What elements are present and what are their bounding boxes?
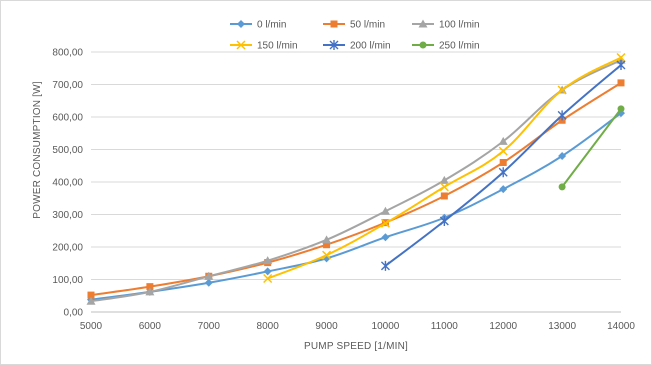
- data-point: [499, 185, 508, 194]
- data-point: [418, 19, 428, 28]
- x-tick-label: 14000: [607, 321, 635, 332]
- x-axis-title: PUMP SPEED [1/MIN]: [304, 341, 408, 352]
- x-tick-label: 7000: [198, 321, 221, 332]
- data-point: [329, 40, 339, 50]
- y-tick-label: 300,00: [52, 210, 83, 221]
- data-point: [145, 287, 155, 296]
- x-tick-label: 13000: [548, 321, 576, 332]
- legend-label: 150 l/min: [257, 41, 298, 52]
- data-point: [557, 85, 567, 95]
- series-2: [86, 55, 626, 305]
- legend-label: 200 l/min: [350, 41, 391, 52]
- legend-item: 250 l/min: [412, 41, 480, 52]
- data-point: [380, 260, 390, 271]
- series-5: [558, 105, 625, 191]
- axes: 0,00 100,00 200,00 300,00 400,00 500,00 600,00…: [52, 48, 635, 333]
- legend-item: 0 l/min: [230, 20, 286, 31]
- gridlines: [91, 51, 621, 280]
- data-point: [498, 167, 508, 178]
- data-point: [146, 283, 154, 291]
- legend-item: 100 l/min: [412, 19, 480, 31]
- y-tick-label: 100,00: [52, 275, 83, 286]
- y-tick-label: 500,00: [52, 145, 83, 156]
- data-point: [263, 267, 272, 276]
- data-point: [204, 278, 213, 287]
- x-tick-label: 6000: [139, 321, 162, 332]
- data-point: [616, 52, 626, 63]
- y-tick-label: 200,00: [52, 243, 83, 254]
- y-tick-label: 0,00: [64, 308, 84, 319]
- series-line: [561, 108, 622, 188]
- data-point: [498, 136, 508, 145]
- data-point: [237, 20, 245, 28]
- legend-label: 50 l/min: [350, 20, 385, 31]
- data-point: [204, 271, 214, 280]
- x-tick-label: 5000: [80, 321, 103, 332]
- data-point: [323, 241, 331, 249]
- legend-label: 100 l/min: [439, 20, 480, 31]
- legend-label: 0 l/min: [257, 20, 286, 31]
- legend: 0 l/min 50 l/min 100 l/min 150 l/min 200 l/m…: [230, 19, 480, 52]
- data-point: [617, 105, 625, 113]
- x-tick-label: 11000: [431, 321, 459, 332]
- data-point: [330, 20, 338, 28]
- x-tick-label: 12000: [489, 321, 517, 332]
- data-point: [498, 146, 508, 156]
- series-3: [263, 52, 626, 284]
- data-point: [86, 296, 96, 305]
- data-point: [439, 175, 449, 184]
- data-point: [439, 182, 449, 192]
- series-line: [90, 59, 622, 303]
- data-point: [419, 41, 427, 49]
- data-point: [499, 159, 507, 166]
- series-4: [380, 60, 626, 271]
- series-lines: [86, 52, 626, 305]
- y-tick-label: 700,00: [52, 80, 83, 91]
- data-point: [87, 291, 95, 299]
- x-tick-label: 9000: [315, 321, 338, 332]
- series-line: [90, 112, 622, 301]
- legend-item: 150 l/min: [230, 40, 298, 52]
- y-tick-label: 600,00: [52, 113, 83, 124]
- data-point: [558, 183, 566, 191]
- y-tick-label: 400,00: [52, 178, 83, 189]
- data-point: [616, 55, 626, 64]
- y-tick-label: 800,00: [52, 48, 83, 59]
- data-point: [616, 60, 626, 70]
- data-point: [263, 256, 273, 265]
- legend-label: 250 l/min: [439, 41, 480, 52]
- legend-item: 200 l/min: [323, 40, 391, 52]
- data-point: [440, 192, 448, 200]
- data-point: [263, 273, 273, 284]
- data-point: [617, 79, 625, 87]
- data-point: [322, 235, 332, 244]
- x-tick-label: 8000: [257, 321, 280, 332]
- data-point: [380, 206, 390, 215]
- y-axis-title: POWER CONSUMPTION [W]: [32, 81, 43, 219]
- data-point: [557, 110, 567, 121]
- data-point: [380, 218, 390, 228]
- x-tick-label: 10000: [372, 321, 400, 332]
- data-point: [439, 216, 449, 226]
- data-point: [322, 250, 332, 260]
- data-point: [381, 233, 390, 242]
- data-point: [236, 40, 246, 50]
- legend-item: 50 l/min: [323, 20, 385, 31]
- data-point: [558, 152, 567, 160]
